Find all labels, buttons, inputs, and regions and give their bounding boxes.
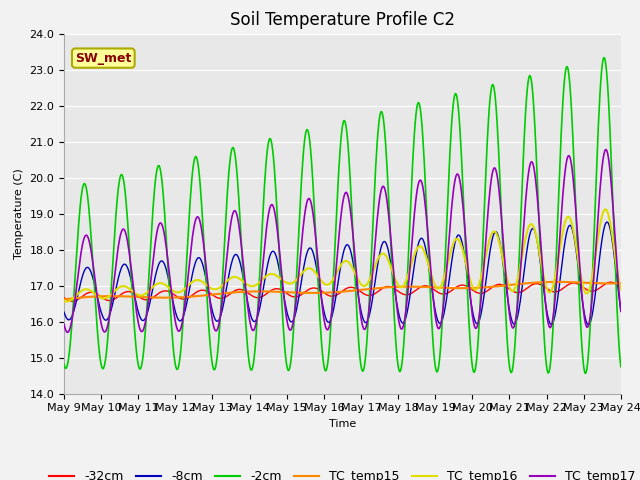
Title: Soil Temperature Profile C2: Soil Temperature Profile C2 [230,11,455,29]
Y-axis label: Temperature (C): Temperature (C) [14,168,24,259]
Legend: -32cm, -8cm, -2cm, TC_temp15, TC_temp16, TC_temp17: -32cm, -8cm, -2cm, TC_temp15, TC_temp16,… [44,465,640,480]
Text: SW_met: SW_met [75,51,131,65]
X-axis label: Time: Time [329,419,356,429]
